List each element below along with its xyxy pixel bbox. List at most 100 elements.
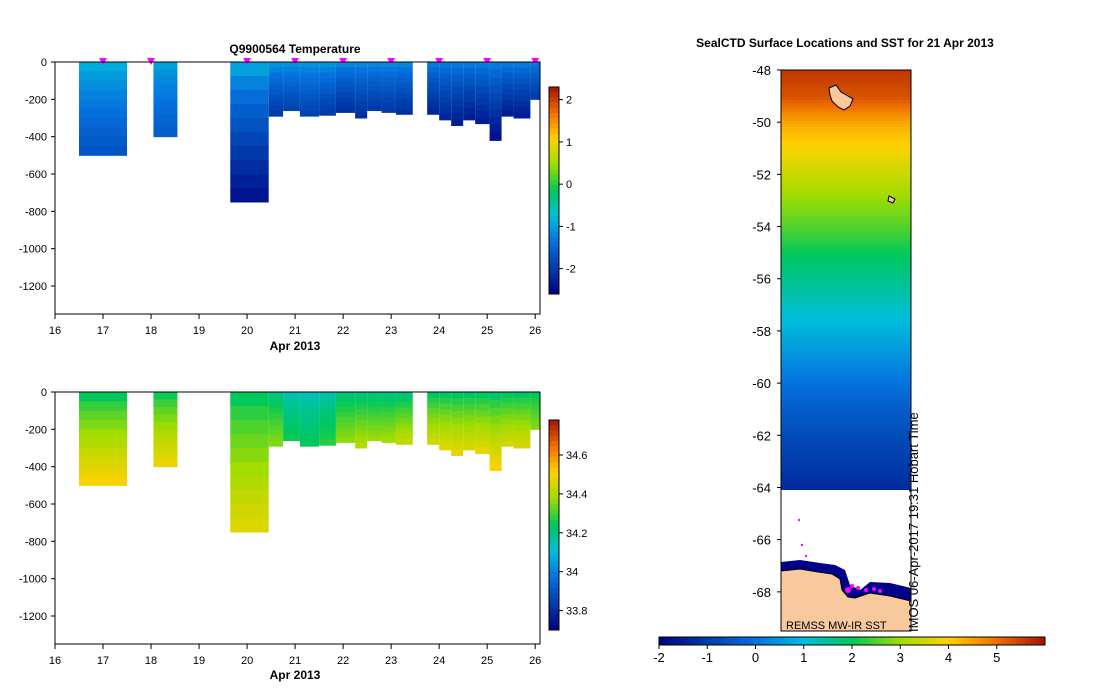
colorbar-segment (678, 637, 684, 645)
colorbar-segment (549, 247, 559, 254)
section-cell (283, 91, 300, 97)
section-cell (299, 397, 320, 404)
section-cell (381, 432, 396, 438)
section-cell (489, 69, 502, 79)
section-cell (439, 79, 452, 86)
section-cell (451, 106, 464, 114)
section-cell (451, 81, 464, 88)
sst-strip (781, 250, 911, 254)
sst-strip (781, 184, 911, 188)
section-cell (299, 62, 320, 68)
section-cell (501, 424, 514, 431)
sst-strip (781, 70, 911, 74)
x-tick-label: 20 (241, 655, 253, 667)
colorbar-segment (1030, 637, 1036, 645)
sst-strip (781, 199, 911, 203)
section-cell (513, 431, 531, 438)
colorbar-segment (549, 488, 559, 494)
section-cell (451, 87, 464, 95)
section-cell (230, 504, 269, 519)
colorbar-segment (549, 619, 559, 626)
section-cell (513, 90, 531, 97)
section-cell (489, 399, 502, 409)
section-cell (439, 96, 452, 104)
sst-strip (781, 298, 911, 302)
sst-strip (781, 301, 911, 305)
section-cell (153, 451, 178, 460)
y-tick-label: -1000 (19, 244, 47, 256)
y-tick-label: -800 (25, 536, 47, 548)
lat-tick-label: -50 (752, 115, 771, 130)
colorbar-segment (741, 637, 747, 645)
section-cell (463, 90, 476, 98)
section-cell (451, 398, 464, 406)
colorbar-segment (549, 535, 559, 542)
colorbar-segment (934, 637, 940, 645)
section-cell (79, 136, 128, 147)
section-cell (439, 114, 452, 121)
sst-strip (781, 472, 911, 476)
sst-strip (781, 214, 911, 218)
section-cell (268, 110, 284, 117)
section-cell (427, 402, 440, 409)
colorbar-segment (871, 637, 877, 645)
section-cell (463, 96, 476, 104)
colorbar-segment (549, 624, 559, 631)
temperature-x-label: Apr 2013 (270, 339, 321, 353)
colorbar-segment (765, 637, 771, 645)
colorbar-segment (549, 546, 559, 552)
section-cell (268, 105, 284, 112)
x-tick-label: 16 (49, 655, 61, 667)
section-cell (79, 476, 128, 486)
section-cell (439, 409, 452, 416)
section-cell (367, 396, 382, 403)
colorbar-segment (707, 637, 713, 645)
section-cell (489, 85, 502, 94)
colorbar-segment (755, 637, 761, 645)
section-cell (381, 402, 396, 408)
sst-strip (781, 433, 911, 437)
section-cell (381, 407, 396, 413)
colorbar-segment (837, 637, 843, 645)
colorbar-segment (549, 430, 559, 437)
section-cell (463, 438, 476, 445)
section-cell (427, 407, 440, 414)
colorbar-segment (1011, 637, 1017, 645)
sst-strip (781, 82, 911, 86)
section-cell (299, 67, 320, 74)
colorbar-segment (914, 637, 921, 645)
sst-strip (781, 430, 911, 434)
sst-strip (781, 361, 911, 365)
sst-strip (781, 442, 911, 446)
section-cell (230, 62, 269, 77)
section-cell (427, 103, 440, 110)
colorbar-segment (549, 138, 559, 145)
sst-strip (781, 133, 911, 137)
section-cell (319, 402, 336, 409)
section-cell (230, 132, 269, 147)
section-cell (489, 93, 502, 102)
section-cell (230, 174, 269, 189)
colorbar-segment (549, 174, 559, 181)
section-cell (475, 416, 490, 424)
section-cell (153, 421, 178, 430)
colorbar-segment (712, 637, 718, 645)
section-cell (268, 83, 284, 90)
sst-strip (781, 349, 911, 353)
colorbar-segment (549, 262, 559, 269)
section-cell (395, 418, 413, 424)
colorbar-segment (549, 87, 559, 93)
salinity-y-axis: 0 -200 -400 -600 -800 -1000 -1200 (19, 387, 55, 623)
section-cell (530, 392, 540, 397)
sst-strip (781, 373, 911, 377)
y-tick-label: -600 (25, 169, 47, 181)
map-title: SealCTD Surface Locations and SST for 21… (696, 36, 994, 50)
section-cell (355, 425, 368, 432)
section-cell (475, 62, 490, 69)
colorbar-segment (803, 637, 810, 645)
section-cell (513, 397, 531, 404)
sst-strip (781, 226, 911, 230)
colorbar-segment (924, 637, 930, 645)
section-cell (513, 95, 531, 102)
section-cell (335, 87, 356, 93)
